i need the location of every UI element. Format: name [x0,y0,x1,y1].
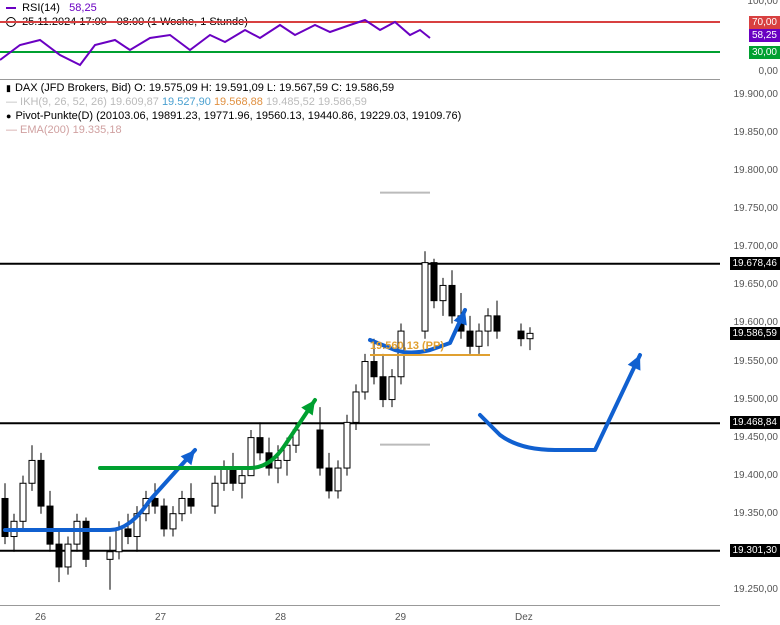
price-axis-tick: 19.350,00 [734,508,779,519]
main-legend-row: — EMA(200) 19.335,18 [6,124,122,136]
rsi-label: RSI(14) [22,2,60,14]
time-range-text: 25.11.2024 17:00 - 08:00 (1 Woche, 1 Stu… [22,16,248,28]
rsi-legend: RSI(14) 58,25 [6,2,97,14]
rsi-line-swatch [6,7,16,9]
rsi-axis-label: 30,00 [749,46,780,59]
rsi-svg [0,0,720,80]
price-axis-marker: 19.468,84 [730,416,780,429]
rsi-value: 58,25 [69,2,97,14]
price-axis-marker: 19.678,46 [730,257,780,270]
rsi-panel: RSI(14) 58,25 25.11.2024 17:00 - 08:00 (… [0,0,720,80]
price-axis-tick: 19.900,00 [734,89,779,100]
price-axis-marker: 19.301,30 [730,544,780,557]
main-svg [0,80,720,605]
x-axis-tick: 28 [275,612,286,623]
time-legend: 25.11.2024 17:00 - 08:00 (1 Woche, 1 Stu… [6,16,248,28]
price-axis-tick: 19.250,00 [734,584,779,595]
chart-container: RSI(14) 58,25 25.11.2024 17:00 - 08:00 (… [0,0,780,625]
main-legend-row: — IKH(9, 26, 52, 26) 19.609,87 19.527,90… [6,96,367,108]
x-axis-tick: 26 [35,612,46,623]
main-legend-row: ●Pivot-Punkte(D) (20103.06, 19891.23, 19… [6,110,461,122]
price-axis-tick: 19.750,00 [734,203,779,214]
price-axis-tick: 19.400,00 [734,470,779,481]
price-axis-tick: 19.850,00 [734,127,779,138]
rsi-axis-label: 0,00 [759,66,778,77]
price-axis-tick: 19.450,00 [734,432,779,443]
x-axis: 26 27 28 29 Dez [0,605,720,625]
price-axis-tick: 19.650,00 [734,279,779,290]
x-axis-tick: 27 [155,612,166,623]
main-price-panel: ▮DAX (JFD Brokers, Bid) O: 19.575,09 H: … [0,80,720,625]
rsi-axis-label: 100,00 [747,0,778,7]
pivot-pp-label: 19.560,13 (PP) [370,340,444,352]
x-axis-tick: 29 [395,612,406,623]
rsi-axis-label: 70,00 [749,16,780,29]
price-axis-tick: 19.550,00 [734,356,779,367]
pivot-pp-line [370,354,490,356]
price-axis-tick: 19.700,00 [734,241,779,252]
x-axis-tick: Dez [515,612,533,623]
clock-icon [6,17,16,27]
price-axis-marker: 19.586,59 [730,327,780,340]
price-axis-tick: 19.500,00 [734,394,779,405]
price-axis-tick: 19.800,00 [734,165,779,176]
right-axis: 100,00 70,0058,25 30,00 0,00 19.900,00 19.850… [722,0,780,625]
main-legend-row: ▮DAX (JFD Brokers, Bid) O: 19.575,09 H: … [6,82,394,94]
rsi-axis-label: 58,25 [749,29,780,42]
